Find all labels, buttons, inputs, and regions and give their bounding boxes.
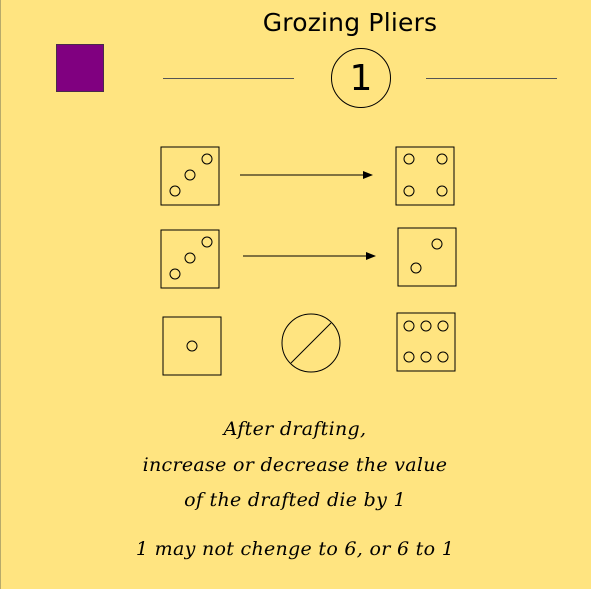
rule-text-restriction: 1 may not chenge to 6, or 6 to 1	[135, 538, 455, 560]
divider-left	[163, 78, 294, 79]
card-left-edge	[0, 0, 1, 589]
dice-diagram	[160, 146, 457, 376]
rule-text-line-3: of the drafted die by 1	[184, 489, 406, 511]
die-from-row-3	[162, 316, 222, 376]
rule-text-line-2: increase or decrease the value	[142, 454, 448, 476]
die-to-row-1	[395, 146, 455, 206]
die-to-row-3	[396, 312, 456, 372]
die-from-row-2	[160, 229, 220, 289]
card-title: Grozing Pliers	[262, 8, 438, 37]
prohibited-icon	[281, 313, 341, 373]
divider-right	[426, 78, 557, 79]
color-swatch	[56, 44, 104, 92]
rule-text-line-1: After drafting,	[223, 418, 367, 440]
die-to-row-2	[397, 227, 457, 287]
die-from-row-1	[160, 146, 220, 206]
card-number-badge: 1	[331, 48, 391, 108]
